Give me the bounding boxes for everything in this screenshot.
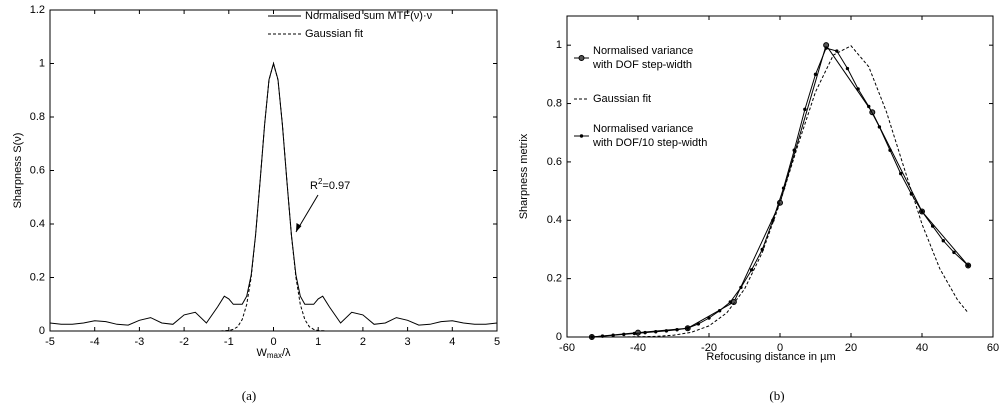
legend-marker [578,55,585,61]
y-tick-label: 0.8 [30,111,45,123]
marker [717,309,722,313]
y-tick-label: 0.4 [547,214,562,226]
marker [707,316,711,320]
legend-label: Normalised sum MTF(ν)·ν [305,10,433,22]
marker [899,171,903,176]
marker [749,268,754,272]
y-tick-label: 1 [556,39,562,51]
annotation-part: 2 [318,177,323,186]
x-tick-label: 2 [360,336,366,348]
x-tick-label: 1 [315,336,321,348]
y-tick-label: 0.4 [30,218,45,230]
marker [600,334,605,338]
y-tick-label: 1 [39,57,45,69]
legend-label: Normalised variance [593,45,693,57]
x-tick-label: -3 [135,336,145,348]
x-tick-label: -2 [179,336,189,348]
marker [941,239,945,243]
marker [824,46,828,50]
annotation: R2=0.97 [310,177,350,192]
series-line [602,45,969,338]
x-axis-label: Refocusing distance in µm [706,351,835,363]
annotation-part: =0.97 [322,180,350,192]
marker [867,104,871,109]
y-tick-label: 0 [39,325,45,337]
x-tick-label: 5 [494,336,500,348]
marker [952,250,956,255]
x-tick-label: -20 [701,342,717,354]
marker [930,224,935,228]
marker [835,49,839,53]
marker [771,218,775,222]
marker [728,300,732,304]
caption: (b) [769,388,784,403]
marker [845,66,850,71]
x-axis-label-part: W [256,347,267,359]
y-tick-label: 0.2 [547,273,562,285]
marker [590,335,594,339]
x-axis-label-part: max [267,351,282,360]
marker [622,332,626,337]
marker [877,125,882,129]
legend-label: with DOF/10 step-width [592,137,707,149]
series-line [215,61,332,332]
marker [813,72,818,77]
marker [781,186,786,190]
legend-marker [579,134,584,138]
y-tick-label: 0 [556,331,562,343]
marker [632,331,637,336]
y-tick-label: 0.6 [30,164,45,176]
x-tick-label: -4 [90,336,100,348]
x-tick-label: -40 [630,342,646,354]
marker [739,285,743,290]
plot-area [49,9,498,332]
x-tick-label: 0 [777,342,783,354]
marker [966,263,970,268]
marker [920,209,924,214]
y-tick-label: 0.8 [547,97,562,109]
x-tick-label: -60 [559,342,575,354]
y-axis-label: Sharpness metrix [518,133,530,219]
legend-label: Normalised variance [593,123,693,135]
marker [643,330,647,335]
y-tick-label: 1.2 [30,4,45,16]
marker [856,87,860,91]
x-tick-label: 20 [845,342,857,354]
x-tick-label: 40 [916,342,928,354]
annotation-part: R [310,180,318,192]
legend-label: Gaussian fit [305,28,363,40]
marker [909,192,914,196]
marker [686,326,690,330]
y-tick-label: 0.2 [30,271,45,283]
marker [760,247,764,252]
x-tick-label: 3 [405,336,411,348]
y-tick-label: 0.6 [547,156,562,168]
legend-label: with DOF step-width [592,59,692,71]
x-axis-label: Wmax/λ [256,347,291,360]
marker [675,328,679,332]
x-tick-label: 0 [270,336,276,348]
x-tick-label: 4 [449,336,455,348]
marker [803,107,807,112]
marker [654,330,658,334]
x-tick-label: -5 [45,336,55,348]
marker [696,322,701,326]
annotation-arrowhead [296,223,302,232]
legend-label: Gaussian fit [593,93,651,105]
caption: (a) [242,388,256,403]
marker [888,148,892,152]
x-tick-label: 60 [987,342,999,354]
marker [664,329,669,333]
plot-area [566,15,994,338]
y-axis-label: Sharpness S(ν) [12,133,24,209]
series-line [591,47,969,338]
x-tick-label: -1 [224,336,234,348]
marker [792,148,796,152]
marker [611,333,615,337]
x-axis-label-part: /λ [282,347,291,359]
